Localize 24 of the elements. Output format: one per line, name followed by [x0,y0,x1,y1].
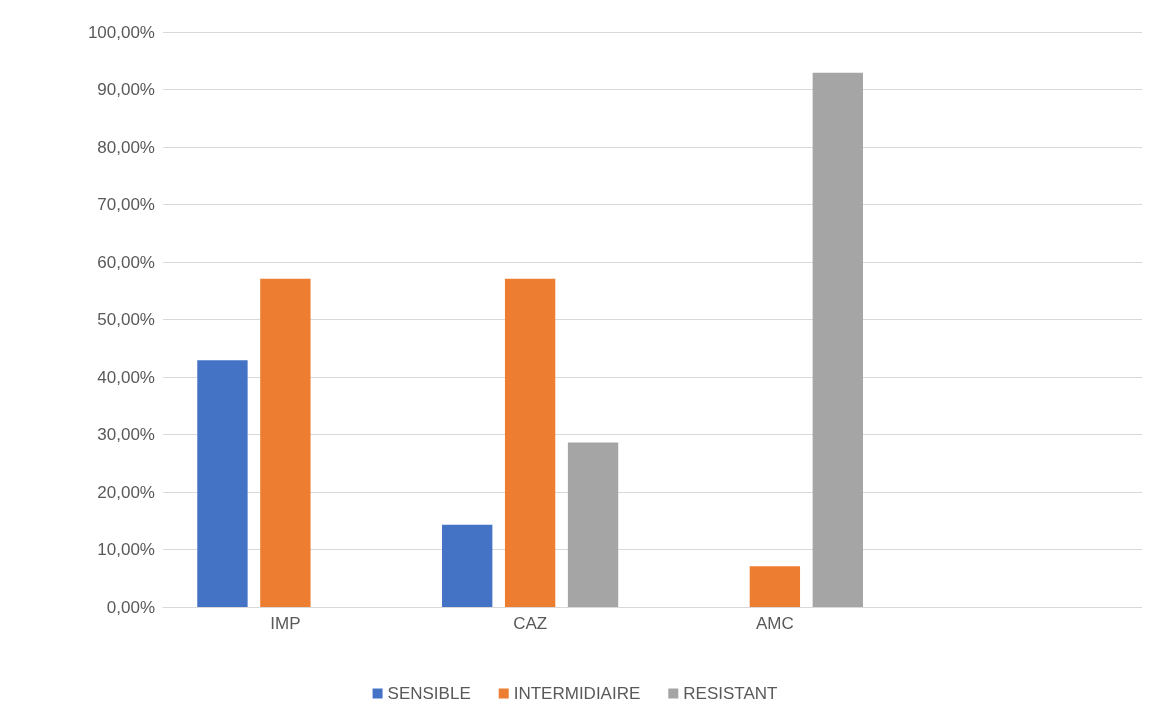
bar [260,278,311,607]
y-tick-label: 100,00% [87,22,155,42]
y-tick-label: 90,00% [97,80,155,99]
y-tick-label: 40,00% [97,367,155,387]
bar [504,278,556,607]
bar [749,566,801,607]
x-tick-label: IMP [270,614,301,633]
y-tick-label: 0,00% [106,597,155,617]
y-tick-label: 70,00% [97,195,155,214]
bar [812,72,863,607]
y-tick-label: 60,00% [97,252,155,272]
bar [567,442,619,607]
legend-label: SENSIBLE [387,684,471,703]
bar [197,360,248,607]
y-tick-label: 80,00% [97,137,155,157]
y-tick-label: 10,00% [97,540,155,559]
legend-label: INTERMIDIAIRE [513,684,641,703]
x-tick-label: CAZ [513,614,548,633]
y-tick-label: 20,00% [97,482,155,502]
legend-label: RESISTANT [683,684,778,703]
bar [442,524,493,607]
x-tick-label: AMC [755,614,794,633]
y-tick-label: 30,00% [97,425,155,444]
y-tick-label: 50,00% [97,310,155,329]
